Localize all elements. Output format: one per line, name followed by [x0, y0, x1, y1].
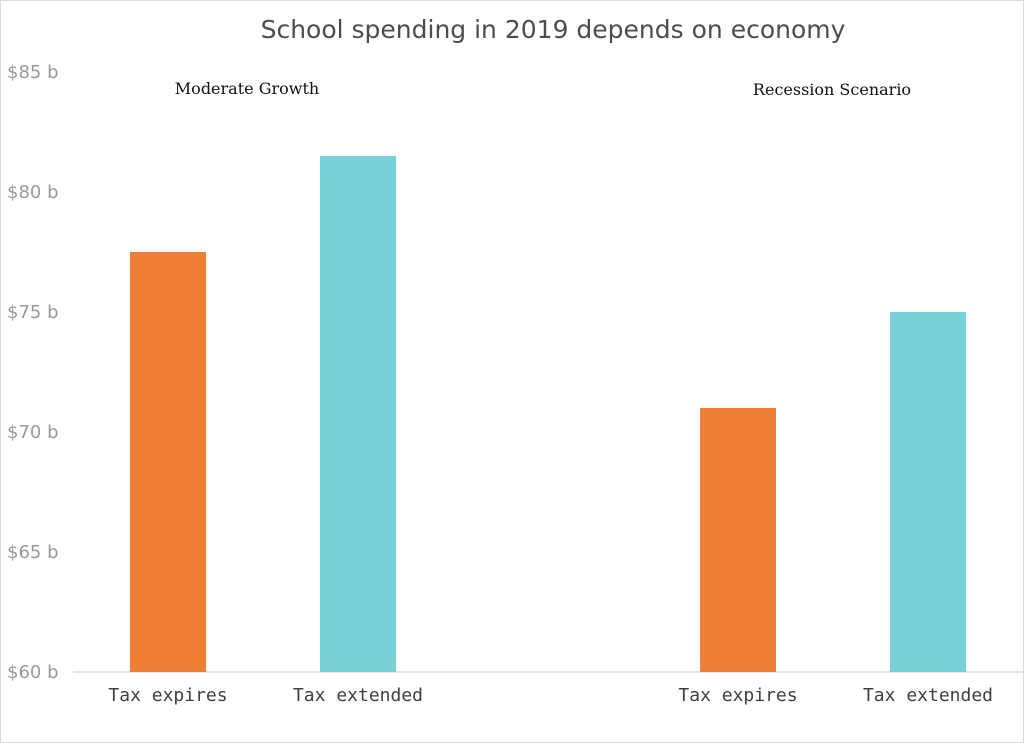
y-tick-label-75: $75 b — [7, 302, 59, 323]
category-labels: Tax expires Tax extended Tax expires Tax ex… — [108, 685, 993, 706]
panel-label-recession-scenario: Recession Scenario — [753, 80, 911, 99]
category-label-recession-tax-extended: Tax extended — [863, 685, 993, 706]
category-label-moderate-growth-tax-extended: Tax extended — [293, 685, 423, 706]
y-tick-label-60: $60 b — [7, 662, 59, 683]
y-tick-label-80: $80 b — [7, 182, 59, 203]
y-tick-label-85: $85 b — [7, 62, 59, 83]
panel-label-moderate-growth: Moderate Growth — [175, 79, 319, 98]
bar-moderate-growth-tax-expires — [130, 252, 206, 672]
category-label-moderate-growth-tax-expires: Tax expires — [108, 685, 227, 706]
bars-group — [130, 156, 966, 672]
category-label-recession-tax-expires: Tax expires — [678, 685, 797, 706]
y-tick-label-70: $70 b — [7, 422, 59, 443]
bar-moderate-growth-tax-extended — [320, 156, 396, 672]
bar-recession-tax-extended — [890, 312, 966, 672]
y-tick-label-65: $65 b — [7, 542, 59, 563]
chart-title: School spending in 2019 depends on econo… — [261, 15, 846, 44]
bar-recession-tax-expires — [700, 408, 776, 672]
y-axis-ticks: $60 b $65 b $70 b $75 b $80 b $85 b — [7, 62, 59, 683]
